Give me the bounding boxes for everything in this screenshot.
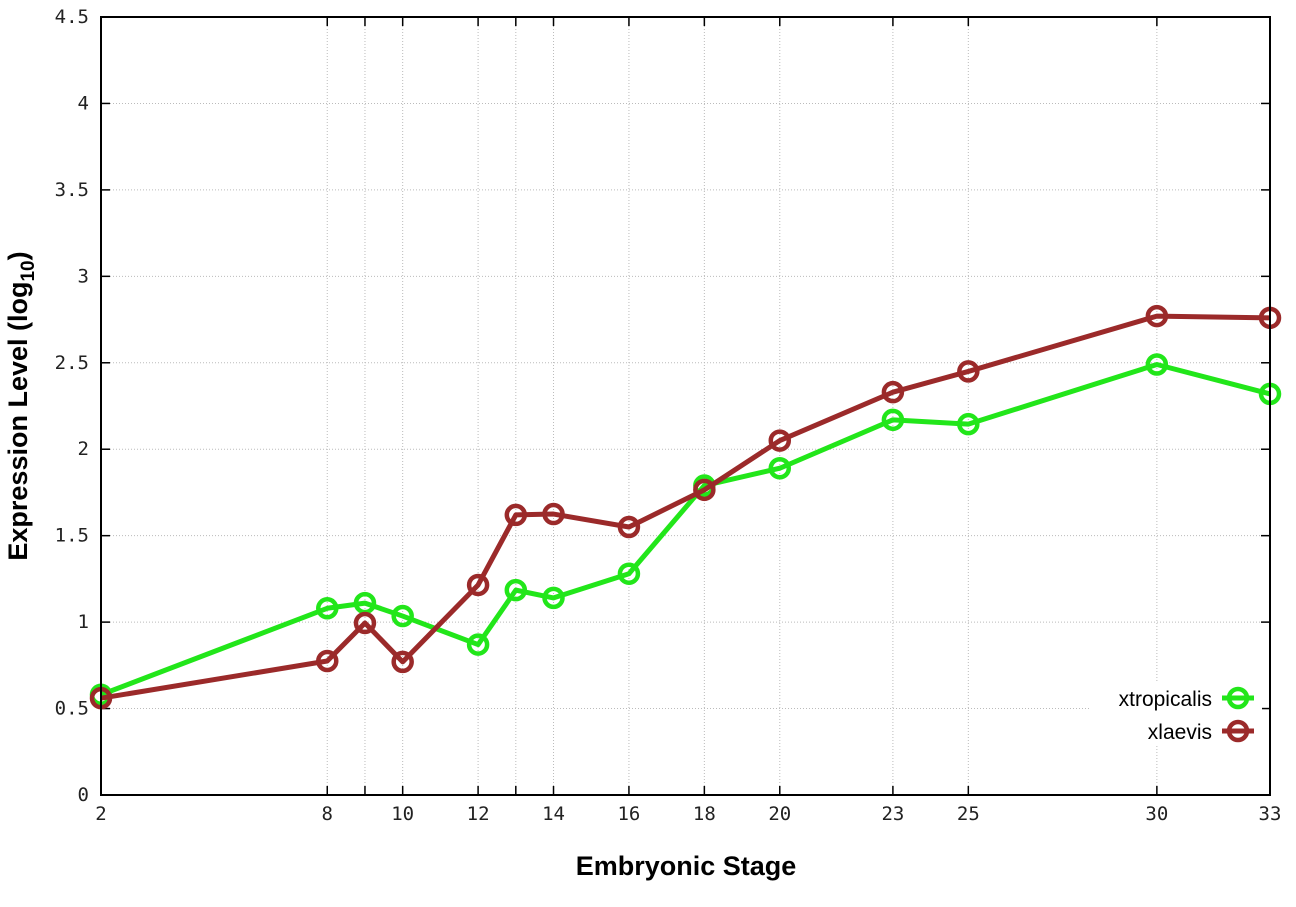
y-tick-label: 1.5 bbox=[55, 525, 89, 547]
data-point bbox=[1145, 304, 1169, 328]
data-point bbox=[316, 649, 339, 673]
y-tick-label: 0.5 bbox=[55, 698, 89, 720]
x-tick-label: 8 bbox=[322, 803, 333, 825]
x-tick-label: 33 bbox=[1259, 803, 1282, 825]
x-tick-label: 18 bbox=[693, 803, 716, 825]
y-tick-label: 2 bbox=[78, 438, 89, 460]
data-point bbox=[617, 515, 641, 539]
y-tick-label: 0 bbox=[78, 784, 89, 806]
series-line-xtropicalis bbox=[100, 362, 1271, 698]
legend-label-xlaevis: xlaevis bbox=[1148, 721, 1212, 744]
data-point bbox=[504, 578, 528, 602]
x-tick-label: 20 bbox=[768, 803, 791, 825]
data-point bbox=[466, 573, 490, 597]
y-tick-label: 3.5 bbox=[55, 179, 89, 201]
x-tick-label: 2 bbox=[95, 803, 106, 825]
x-tick-label: 14 bbox=[542, 803, 565, 825]
data-point bbox=[957, 412, 980, 436]
x-tick-label: 30 bbox=[1145, 803, 1168, 825]
data-point bbox=[391, 650, 414, 674]
y-tick-label: 4 bbox=[78, 92, 89, 114]
y-tick-label: 4.5 bbox=[55, 6, 89, 28]
data-point bbox=[881, 408, 905, 432]
data-point bbox=[542, 586, 565, 610]
data-point bbox=[466, 633, 490, 656]
data-point bbox=[693, 478, 716, 502]
x-tick-label: 12 bbox=[467, 803, 490, 825]
y-tick-label: 3 bbox=[78, 265, 89, 287]
data-point bbox=[1145, 353, 1169, 376]
grid bbox=[101, 17, 1270, 795]
data-point bbox=[617, 562, 641, 585]
y-tick-label: 1 bbox=[78, 611, 89, 633]
x-tick-label: 25 bbox=[957, 803, 980, 825]
data-point bbox=[316, 597, 339, 620]
legend-marker-xtropicalis bbox=[1226, 686, 1250, 710]
series-xlaevis bbox=[89, 304, 1282, 710]
data-point bbox=[504, 503, 528, 527]
ticks: 0 0.5 1 1.5 2 2.5 3 3.5 4 4.5 2 8 10 12 14 16 18 20 23 25 30… bbox=[55, 6, 1282, 825]
series-xtropicalis bbox=[89, 353, 1282, 706]
plot-frame bbox=[100, 16, 1271, 796]
legend-marker-xlaevis bbox=[1226, 719, 1250, 743]
series-layer bbox=[89, 304, 1282, 710]
data-point bbox=[542, 502, 565, 526]
y-tick-label: 2.5 bbox=[55, 352, 89, 374]
data-point bbox=[391, 604, 414, 628]
data-point bbox=[881, 380, 905, 404]
data-point bbox=[353, 611, 377, 635]
x-tick-label: 23 bbox=[881, 803, 904, 825]
x-axis-label: Embryonic Stage bbox=[576, 851, 797, 881]
x-tick-label: 10 bbox=[391, 803, 414, 825]
legend-label-xtropicalis: xtropicalis bbox=[1119, 688, 1212, 711]
data-point bbox=[768, 429, 792, 452]
legend: xtropicalis xlaevis bbox=[1090, 682, 1262, 746]
y-axis-label: Expression Level (log10) bbox=[3, 251, 39, 560]
data-point bbox=[957, 360, 980, 383]
data-point bbox=[768, 456, 792, 480]
x-tick-label: 16 bbox=[617, 803, 640, 825]
